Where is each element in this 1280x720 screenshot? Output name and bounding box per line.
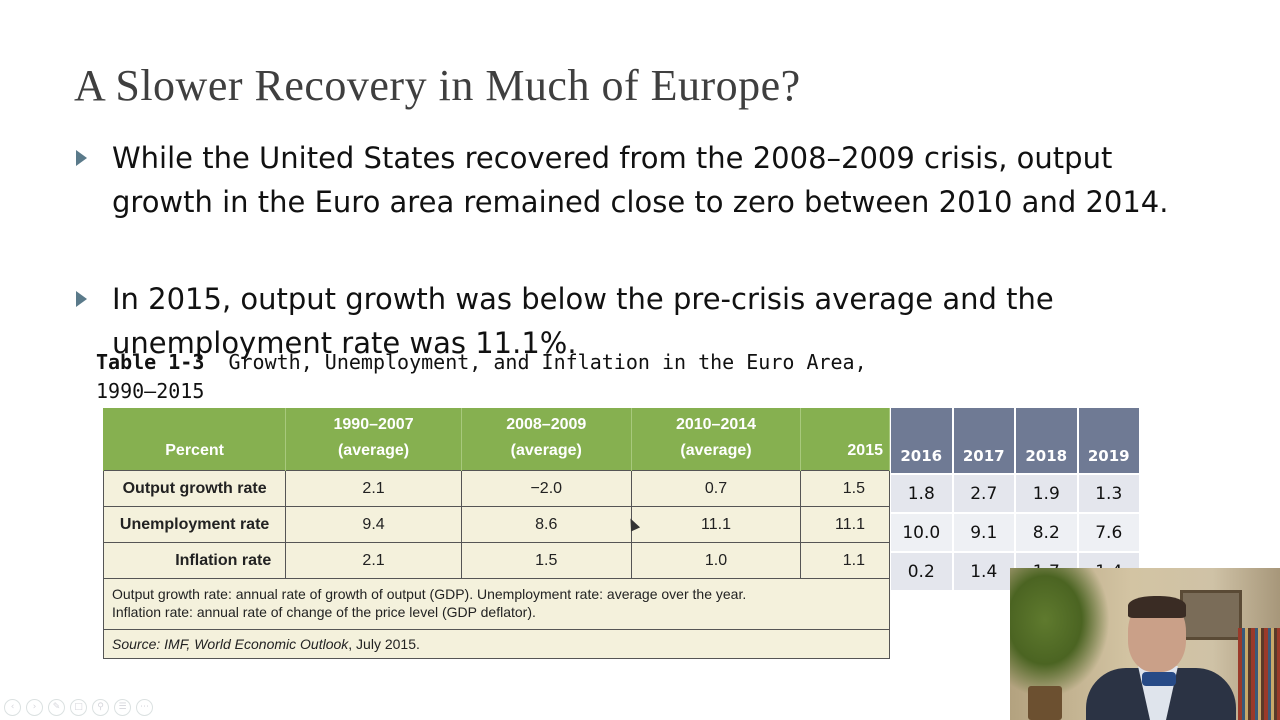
slide-title: A Slower Recovery in Much of Europe? [74, 61, 801, 110]
extra-header-row: 2016 2017 2018 2019 [891, 408, 1141, 474]
header-percent: Percent [102, 408, 287, 471]
header-2016: 2016 [891, 408, 954, 474]
header-2018: 2018 [1015, 408, 1079, 474]
table-row: Unemployment rate 9.4 8.6 11.1 11.1 [102, 506, 890, 543]
header-2010-2014: 2010–2014 (average) [631, 408, 802, 471]
table-cell: 1.5 [461, 542, 632, 579]
bullet-text: In 2015, output growth was below the pre… [112, 282, 1054, 360]
table-source-row: Source: IMF, World Economic Outlook, Jul… [103, 629, 890, 659]
next-icon[interactable]: › [26, 699, 43, 716]
webcam-video [1010, 568, 1280, 720]
table-cell: 8.6 [461, 506, 632, 543]
table-cell: 11.1 [800, 506, 890, 543]
extra-cell: 0.2 [891, 551, 954, 590]
pen-icon[interactable]: ✎ [48, 699, 65, 716]
header-2019: 2019 [1077, 408, 1141, 474]
extra-row: 10.0 9.1 8.2 7.6 [891, 512, 1141, 552]
extra-cell: 1.9 [1015, 473, 1079, 513]
extra-cell: 1.8 [891, 473, 954, 513]
table-cell: 2.1 [285, 470, 462, 507]
table-caption: Table 1-3 Growth, Unemployment, and Infl… [96, 348, 936, 406]
more-icon[interactable]: ⋯ [136, 699, 153, 716]
table-cell: 1.5 [800, 470, 890, 507]
table-source: Source: IMF, World Economic Outlook, Jul… [103, 629, 890, 659]
header-2015: 2015 [800, 408, 890, 471]
row-label: Unemployment rate [102, 506, 287, 543]
prev-icon[interactable]: ‹ [4, 699, 21, 716]
table-cell: 1.0 [631, 542, 802, 579]
bookshelf-image [1238, 628, 1280, 720]
extra-cell: 1.4 [952, 551, 1016, 590]
table-cell: 1.1 [800, 542, 890, 579]
table-note: Output growth rate: annual rate of growt… [103, 578, 890, 630]
presenter-hair [1128, 596, 1186, 618]
bullet-arrow-icon [76, 291, 87, 307]
zoom-icon[interactable]: ⚲ [92, 699, 109, 716]
extra-cell: 9.1 [952, 512, 1016, 552]
wall-frame-image [1180, 590, 1242, 640]
table-header-row: Percent 1990–2007 (average) 2008–2009 (ave… [102, 408, 890, 471]
bow-tie [1142, 672, 1176, 686]
header-2008-2009: 2008–2009 (average) [461, 408, 632, 471]
bullet-item: While the United States recovered from t… [76, 136, 1196, 224]
row-label: Inflation rate [102, 542, 287, 579]
table-note-row: Output growth rate: annual rate of growt… [103, 578, 890, 630]
table-cell: −2.0 [461, 470, 632, 507]
menu-icon[interactable]: ☰ [114, 699, 131, 716]
copy-icon[interactable]: □ [70, 699, 87, 716]
table-row: Output growth rate 2.1 −2.0 0.7 1.5 [102, 470, 890, 507]
table-cell: 9.4 [285, 506, 462, 543]
bullet-arrow-icon [76, 150, 87, 166]
extra-cell: 7.6 [1077, 512, 1141, 552]
plant-pot-image [1028, 686, 1062, 720]
euro-area-table: Percent 1990–2007 (average) 2008–2009 (ave… [102, 408, 890, 659]
table-cell: 11.1 [631, 506, 802, 543]
table-cell: 2.1 [285, 542, 462, 579]
table-row: Inflation rate 2.1 1.5 1.0 1.1 [102, 542, 890, 579]
extra-cell: 10.0 [891, 512, 954, 552]
slideshow-toolbar: ‹ › ✎ □ ⚲ ☰ ⋯ [4, 699, 153, 716]
table-caption-label: Table 1-3 [96, 350, 205, 374]
header-2017: 2017 [952, 408, 1016, 474]
table-caption-text: Growth, Unemployment, and Inflation in t… [96, 350, 867, 403]
bullet-item: In 2015, output growth was below the pre… [76, 277, 1196, 365]
bullet-text: While the United States recovered from t… [112, 141, 1169, 219]
table-cell: 0.7 [631, 470, 802, 507]
extra-row: 1.8 2.7 1.9 1.3 [891, 473, 1141, 513]
row-label: Output growth rate [102, 470, 287, 507]
extra-cell: 1.3 [1077, 473, 1141, 513]
extra-cell: 8.2 [1015, 512, 1079, 552]
plant-image [1010, 568, 1110, 698]
extra-cell: 2.7 [952, 473, 1016, 513]
header-1990-2007: 1990–2007 (average) [285, 408, 462, 471]
extra-years-table: 2016 2017 2018 2019 1.8 2.7 1.9 1.3 10.0… [891, 408, 1141, 590]
